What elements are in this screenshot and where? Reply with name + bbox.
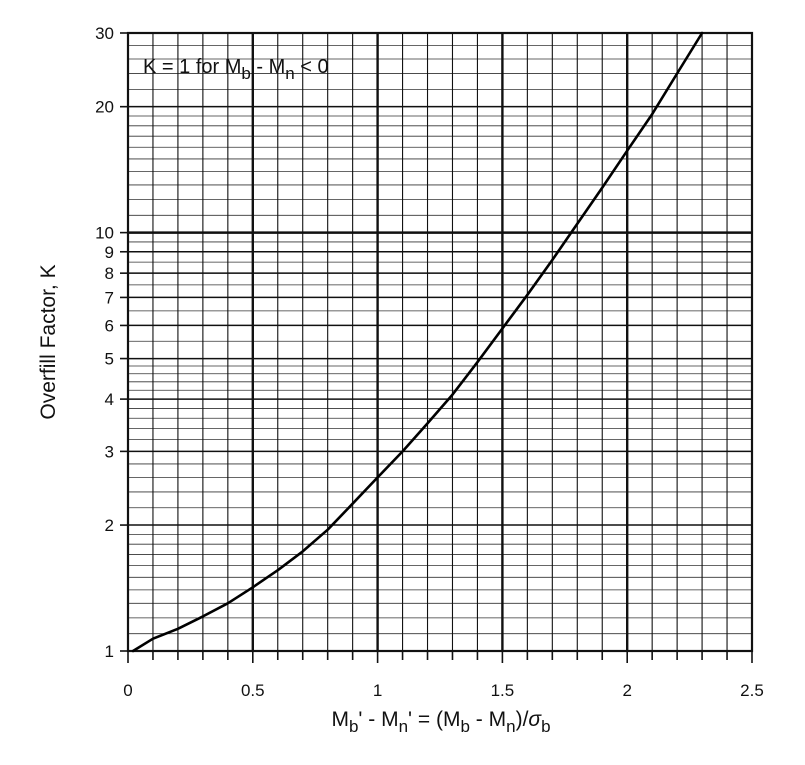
x-tick-label: 2	[622, 681, 631, 700]
plot-border	[126, 31, 754, 653]
y-tick-label: 2	[105, 516, 114, 535]
y-tick-label: 8	[105, 264, 114, 283]
y-tick-label: 20	[95, 98, 114, 117]
y-tick-label: 7	[105, 288, 114, 307]
y-tick-label: 10	[95, 224, 114, 243]
y-tick-label: 1	[105, 642, 114, 661]
annotation-text: K = 1 for Mb - Mn < 0	[143, 56, 329, 83]
x-tick-label: 0.5	[241, 681, 265, 700]
tick-labels: 0 0.5 1 1.5 2 2.5 1 2 3 4 5 6 7 8 910 20 30	[95, 24, 764, 700]
y-tick-label: 9	[105, 243, 114, 262]
y-tick-label: 3	[105, 442, 114, 461]
grid-lines	[128, 32, 752, 652]
y-tick-label: 6	[105, 316, 114, 335]
y-axis-title: Overfill Factor, K	[37, 264, 60, 419]
x-tick-label: 1.5	[491, 681, 515, 700]
overfill-curve	[131, 31, 704, 653]
x-axis-title: Mb' - Mn' = (Mb - Mn)/σb	[331, 708, 550, 736]
y-tick-label: 30	[95, 24, 114, 43]
series-group	[131, 31, 704, 653]
x-tick-label: 1	[373, 681, 382, 700]
y-tick-label: 4	[105, 390, 114, 409]
x-tick-label: 2.5	[740, 681, 764, 700]
x-tick-label: 0	[123, 681, 132, 700]
y-tick-label: 5	[105, 350, 114, 369]
plot-frame	[120, 31, 754, 663]
